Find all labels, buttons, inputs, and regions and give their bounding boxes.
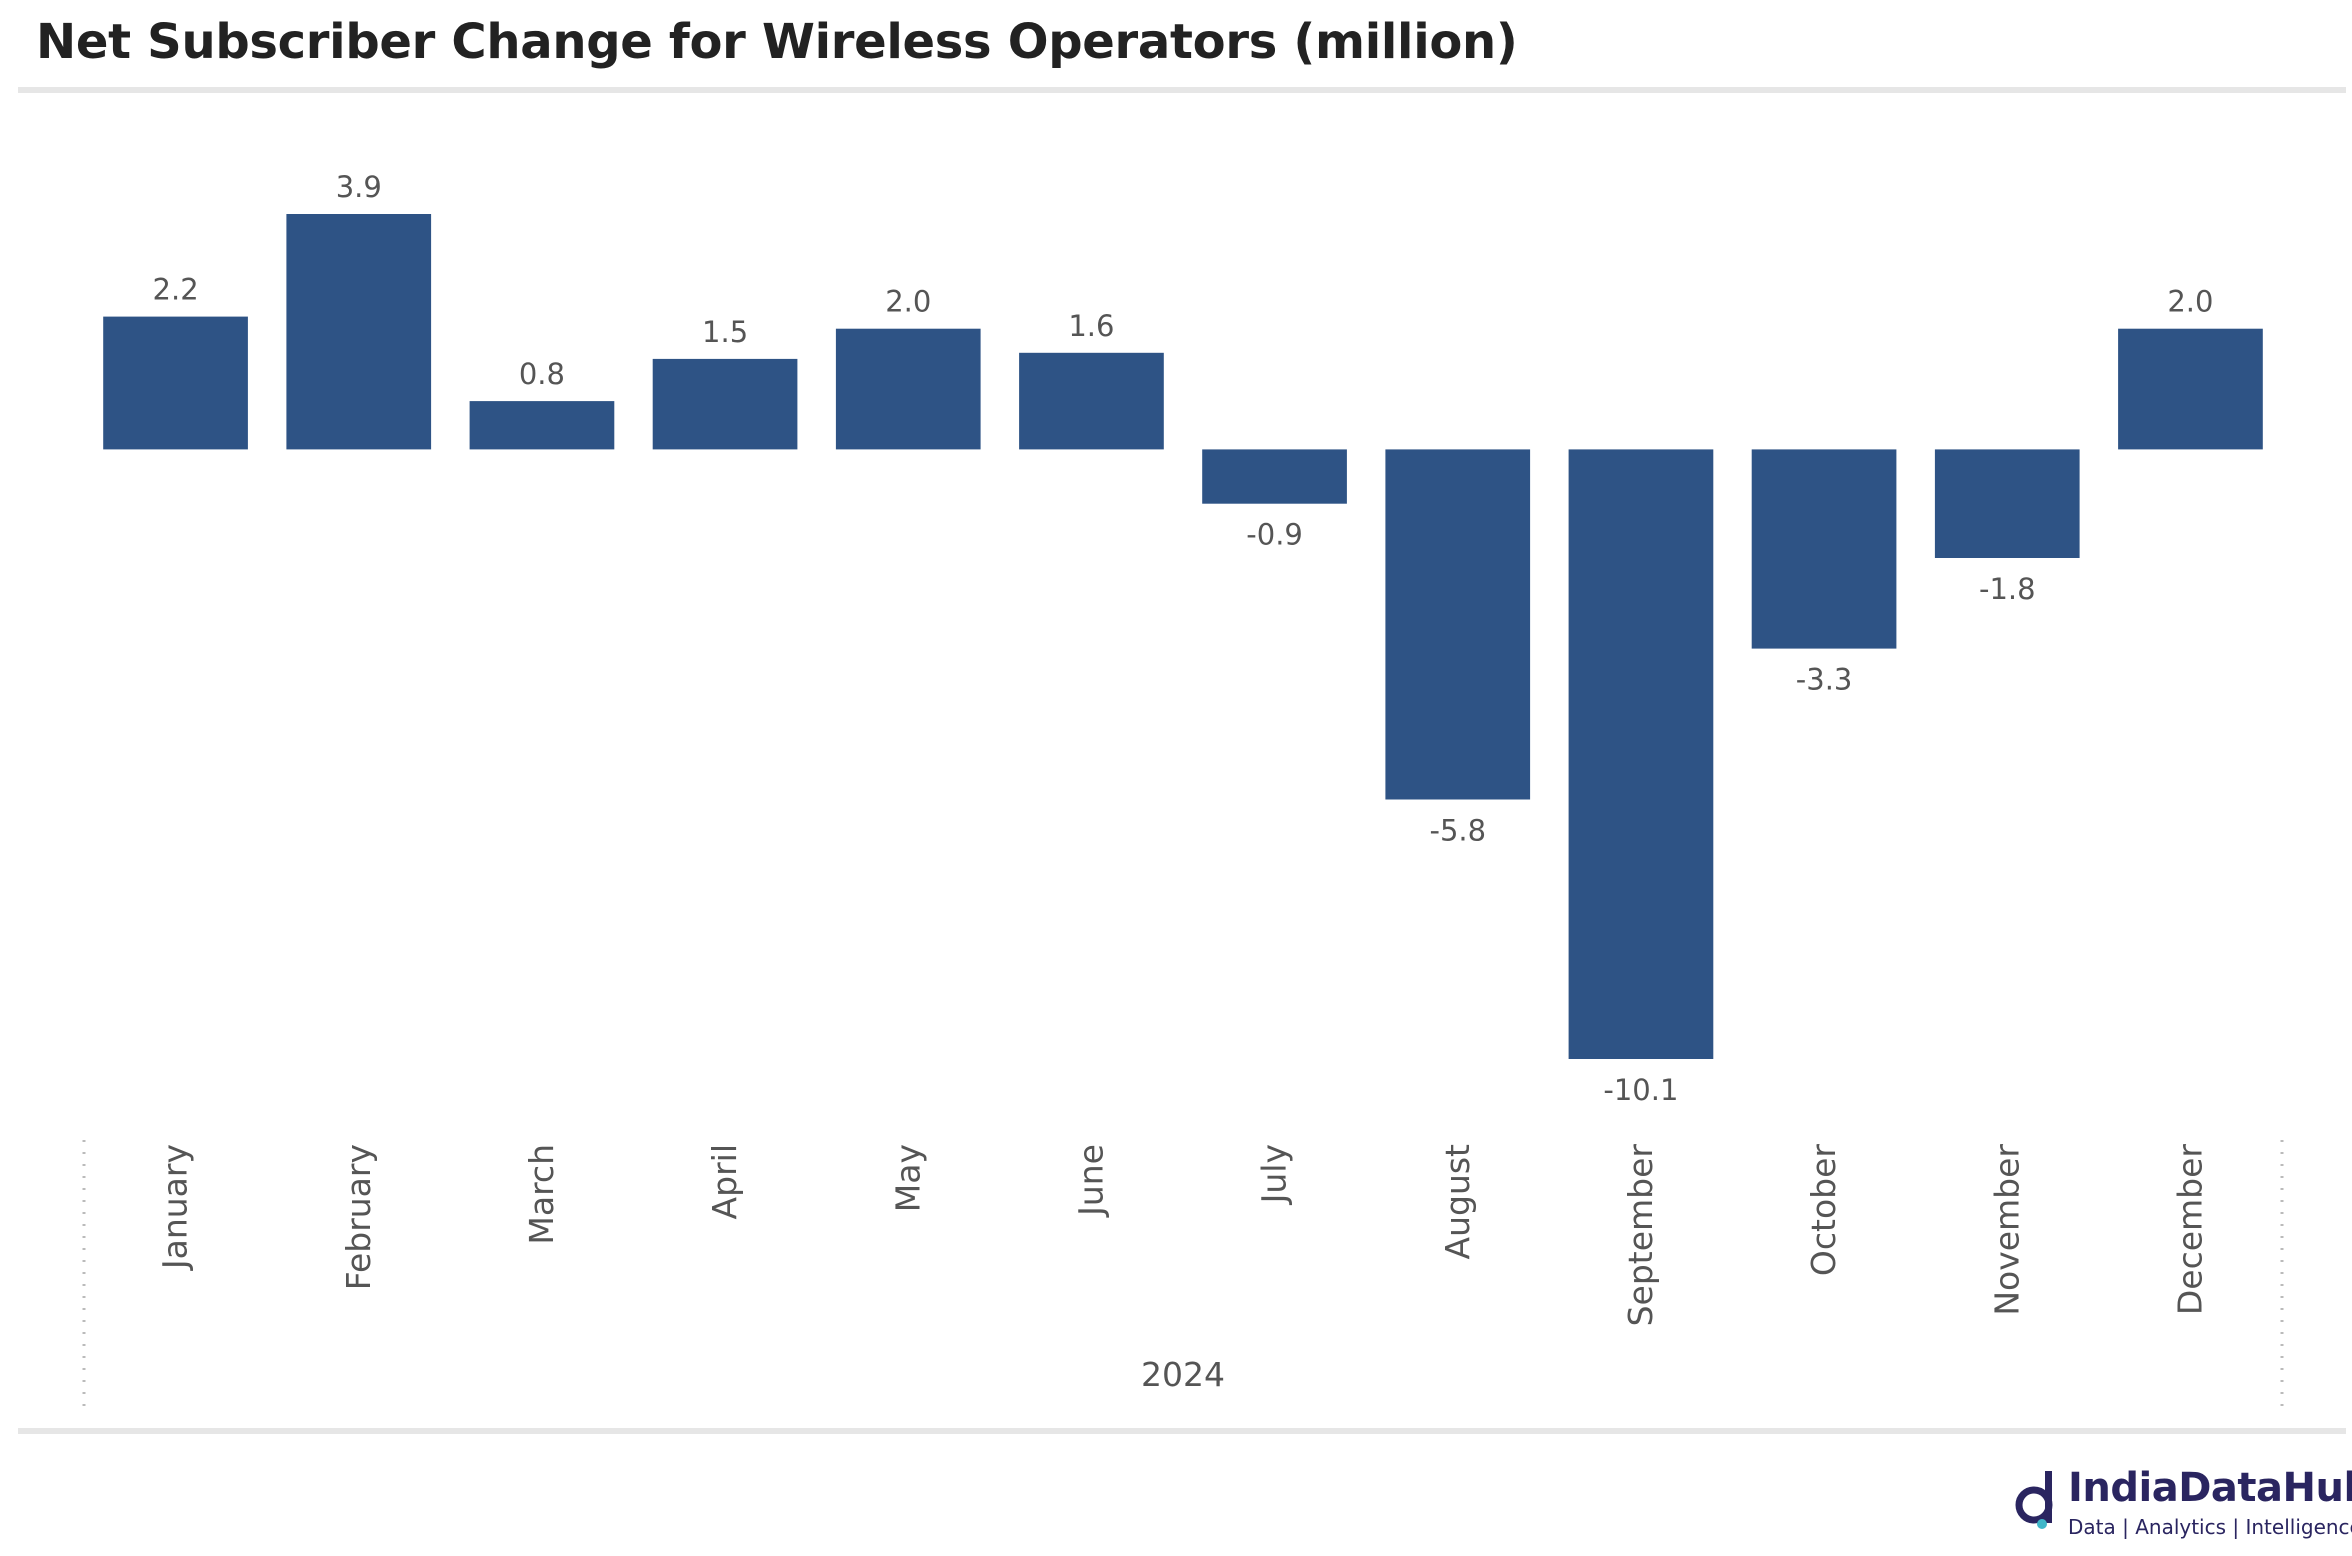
value-label-november: -1.8	[1979, 572, 2036, 606]
value-label-september: -10.1	[1603, 1073, 1678, 1107]
bar-august	[1385, 449, 1531, 800]
bar-february	[286, 214, 432, 450]
bar-chart: 2.2 3.9 0.8 1.5 2.0 1.6 -0.9 -5.8 -10.1 -3.3 -1.8 2…	[82, 170, 2284, 1410]
value-label-august: -5.8	[1430, 814, 1487, 848]
chart-title: Net Subscriber Change for Wireless Opera…	[36, 14, 1518, 70]
value-label-july: -0.9	[1246, 518, 1303, 552]
bars-layer	[103, 214, 2263, 1059]
category-label-september: September	[1621, 1144, 1660, 1327]
year-group-label: 2024	[1141, 1355, 1225, 1394]
brand-mark-icon	[2015, 1471, 2053, 1529]
bar-october	[1751, 449, 1897, 649]
title-divider	[18, 87, 2346, 93]
value-label-october: -3.3	[1796, 663, 1853, 697]
value-label-february: 3.9	[336, 170, 382, 204]
category-label-december: December	[2170, 1144, 2209, 1316]
value-label-june: 1.6	[1068, 309, 1114, 343]
category-label-november: November	[1987, 1144, 2026, 1316]
bar-march	[469, 401, 615, 450]
category-label-february: February	[339, 1144, 378, 1290]
value-label-april: 1.5	[702, 315, 748, 349]
value-label-december: 2.0	[2167, 285, 2213, 319]
category-label-april: April	[705, 1144, 744, 1219]
footer-divider	[18, 1428, 2346, 1434]
category-label-march: March	[522, 1144, 561, 1245]
bar-september	[1568, 449, 1714, 1059]
brand-logo: IndiaDataHub Data | Analytics | Intellig…	[2012, 1465, 2352, 1545]
value-label-may: 2.0	[885, 285, 931, 319]
value-label-march: 0.8	[519, 357, 565, 391]
bar-june	[1019, 352, 1164, 450]
category-label-may: May	[888, 1144, 927, 1212]
category-label-july: July	[1255, 1144, 1294, 1205]
category-label-june: June	[1071, 1144, 1110, 1218]
category-labels-layer: January February March April May June July Augu…	[156, 1144, 2210, 1327]
value-labels-layer: 2.2 3.9 0.8 1.5 2.0 1.6 -0.9 -5.8 -10.1 -3.3 -1.8 2…	[153, 170, 2214, 1107]
bar-december	[2118, 328, 2263, 450]
bar-july	[1202, 449, 1347, 504]
bar-april	[652, 358, 798, 450]
brand-name: IndiaDataHub	[2068, 1465, 2352, 1511]
bar-november	[1934, 449, 2080, 558]
category-label-august: August	[1438, 1144, 1477, 1260]
category-label-january: January	[156, 1144, 195, 1271]
bar-may	[835, 328, 981, 450]
category-label-october: October	[1804, 1144, 1843, 1276]
brand-tagline: Data | Analytics | Intelligence	[2068, 1515, 2352, 1539]
bar-january	[103, 316, 248, 450]
value-label-january: 2.2	[153, 273, 199, 307]
